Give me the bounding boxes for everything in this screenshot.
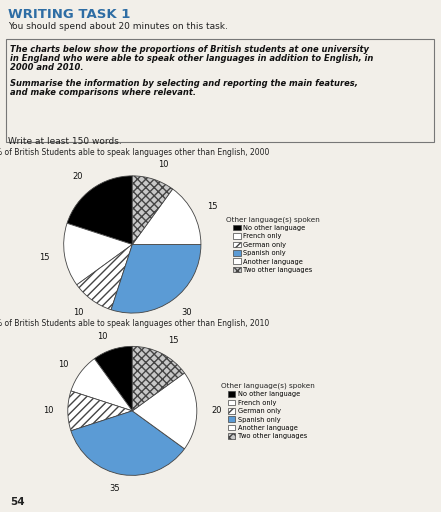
Text: Summarise the information by selecting and reporting the main features,: Summarise the information by selecting a… — [10, 79, 358, 88]
Text: 35: 35 — [109, 484, 120, 493]
Wedge shape — [111, 244, 201, 313]
Text: You should spend about 20 minutes on this task.: You should spend about 20 minutes on thi… — [8, 22, 228, 31]
Legend: No other language, French only, German only, Spanish only, Another language, Two: No other language, French only, German o… — [225, 215, 321, 274]
Title: % of British Students able to speak languages other than English, 2000: % of British Students able to speak lang… — [0, 147, 269, 157]
Wedge shape — [68, 391, 132, 431]
Text: 20: 20 — [211, 407, 221, 415]
Text: 15: 15 — [207, 202, 217, 211]
Title: % of British Students able to speak languages other than English, 2010: % of British Students able to speak lang… — [0, 319, 269, 328]
Text: 10: 10 — [158, 160, 168, 169]
Wedge shape — [132, 189, 201, 245]
Text: The charts below show the proportions of British students at one university: The charts below show the proportions of… — [10, 45, 369, 54]
Text: 30: 30 — [182, 308, 192, 317]
Text: 10: 10 — [43, 407, 54, 415]
Text: and make comparisons where relevant.: and make comparisons where relevant. — [10, 88, 196, 97]
Wedge shape — [132, 176, 172, 245]
Wedge shape — [64, 223, 132, 285]
Legend: No other language, French only, German only, Spanish only, Another language, Two: No other language, French only, German o… — [220, 381, 316, 441]
Text: WRITING TASK 1: WRITING TASK 1 — [8, 8, 131, 21]
Text: 20: 20 — [73, 172, 83, 181]
Wedge shape — [77, 245, 132, 310]
Text: 15: 15 — [168, 336, 179, 345]
Text: 10: 10 — [58, 360, 69, 369]
Wedge shape — [132, 373, 197, 449]
Wedge shape — [71, 359, 132, 411]
Wedge shape — [67, 176, 132, 245]
Text: 10: 10 — [97, 332, 108, 340]
Text: 10: 10 — [73, 308, 83, 317]
Wedge shape — [71, 411, 184, 475]
Wedge shape — [94, 346, 132, 411]
Bar — [6, 39, 434, 142]
Text: Write at least 150 words.: Write at least 150 words. — [8, 137, 122, 146]
Text: 2000 and 2010.: 2000 and 2010. — [10, 63, 83, 72]
Text: 54: 54 — [10, 497, 25, 507]
Text: in England who were able to speak other languages in addition to English, in: in England who were able to speak other … — [10, 54, 374, 63]
Text: 15: 15 — [39, 253, 50, 262]
Wedge shape — [132, 346, 184, 411]
